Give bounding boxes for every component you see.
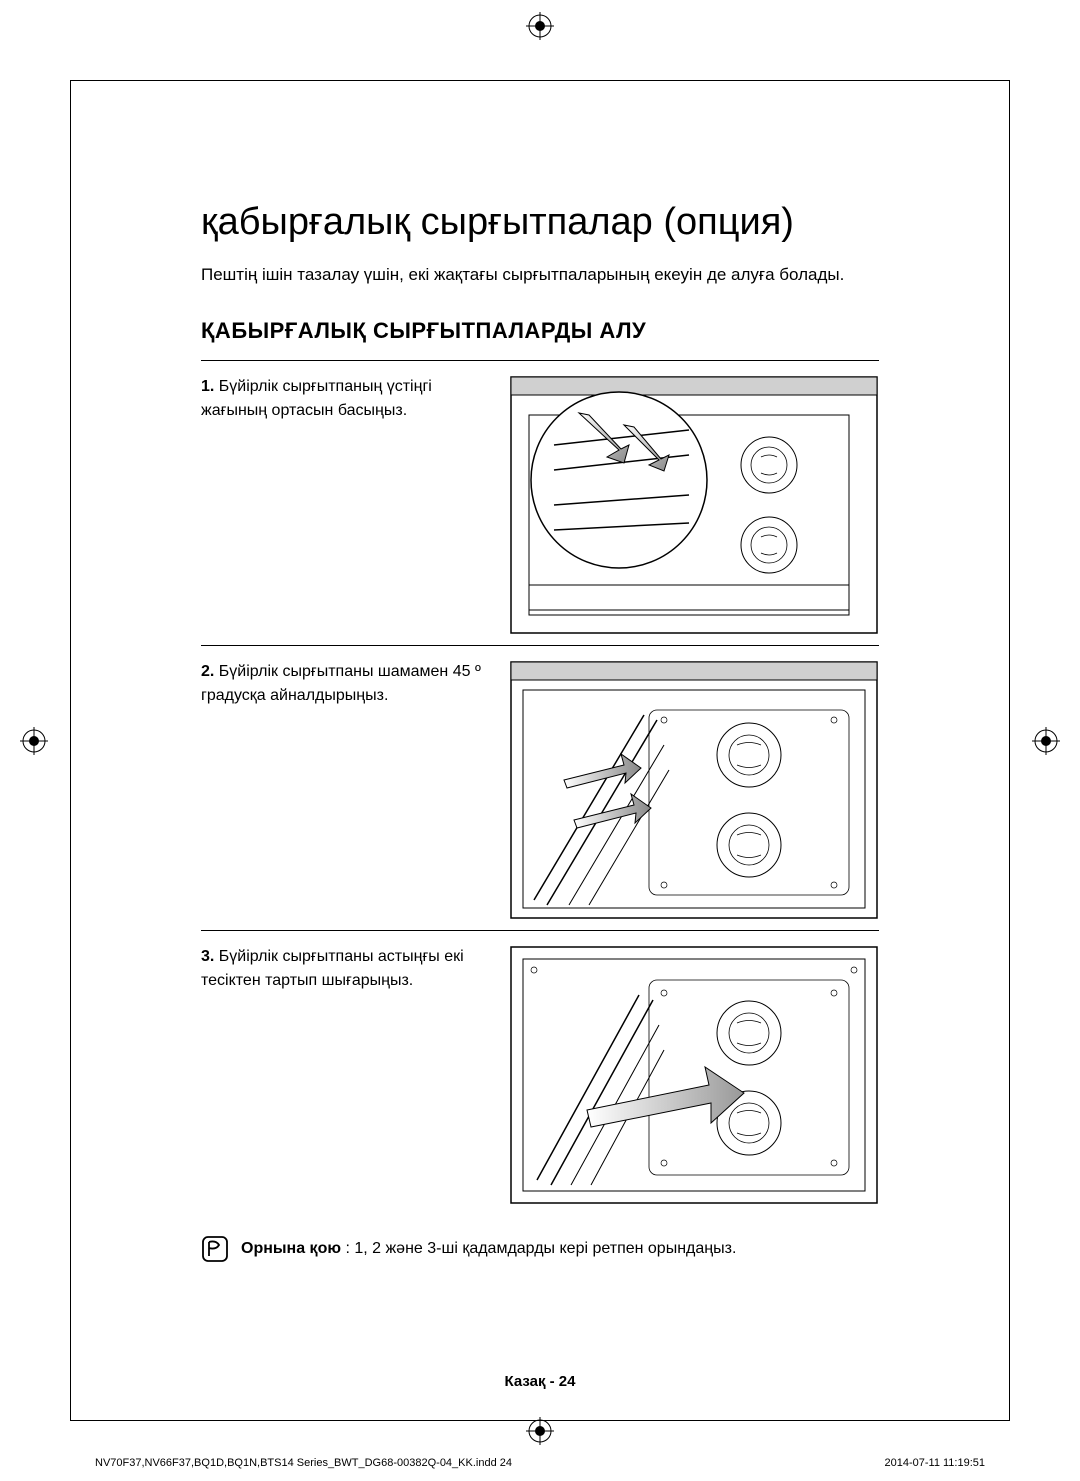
step-body: Бүйірлік сырғытпаны шамамен 45 º градусқ… <box>201 663 481 704</box>
footer-file: NV70F37,NV66F37,BQ1D,BQ1N,BTS14 Series_B… <box>95 1457 512 1469</box>
crop-mark-right <box>1032 727 1060 755</box>
step-text-col: 1. Бүйірлік сырғытпаның үстіңгі жағының … <box>201 375 509 635</box>
oven-illustration-1-icon <box>509 375 879 635</box>
step-row-3: 3. Бүйірлік сырғытпаны астыңғы екі тесік… <box>201 930 879 1215</box>
step-row-1: 1. Бүйірлік сырғытпаның үстіңгі жағының … <box>201 360 879 645</box>
note-icon <box>201 1235 229 1263</box>
note-label: Орнына қою <box>241 1240 341 1257</box>
section-title: ҚАБЫРҒАЛЫҚ СЫРҒЫТПАЛАРДЫ АЛУ <box>201 318 879 344</box>
step-body: Бүйірлік сырғытпаның үстіңгі жағының орт… <box>201 378 432 419</box>
step-image-1 <box>509 375 879 635</box>
note-body: : 1, 2 және 3-ші қадамдарды кері ретпен … <box>341 1240 736 1257</box>
page-content: қабырғалық сырғытпалар (опция) Пештің іш… <box>201 201 879 1263</box>
oven-illustration-2-icon <box>509 660 879 920</box>
step-text: 3. Бүйірлік сырғытпаны астыңғы екі тесік… <box>201 945 489 993</box>
step-row-2: 2. Бүйірлік сырғытпаны шамамен 45 º град… <box>201 645 879 930</box>
oven-illustration-3-icon <box>509 945 879 1205</box>
note-row: Орнына қою : 1, 2 және 3-ші қадамдарды к… <box>201 1235 879 1263</box>
step-number: 1. <box>201 378 214 395</box>
step-image-2 <box>509 660 879 920</box>
step-text-col: 3. Бүйірлік сырғытпаны астыңғы екі тесік… <box>201 945 509 1205</box>
footer-line: NV70F37,NV66F37,BQ1D,BQ1N,BTS14 Series_B… <box>95 1457 985 1469</box>
page-number: Казақ - 24 <box>71 1373 1009 1390</box>
page-title: қабырғалық сырғытпалар (опция) <box>201 201 879 244</box>
step-text: 2. Бүйірлік сырғытпаны шамамен 45 º град… <box>201 660 489 708</box>
crop-mark-left <box>20 727 48 755</box>
step-text-col: 2. Бүйірлік сырғытпаны шамамен 45 º град… <box>201 660 509 920</box>
step-image-3 <box>509 945 879 1205</box>
step-text: 1. Бүйірлік сырғытпаның үстіңгі жағының … <box>201 375 489 423</box>
page-border: қабырғалық сырғытпалар (опция) Пештің іш… <box>70 80 1010 1421</box>
note-text: Орнына қою : 1, 2 және 3-ші қадамдарды к… <box>241 1240 736 1258</box>
step-number: 3. <box>201 948 214 965</box>
step-body: Бүйірлік сырғытпаны астыңғы екі тесіктен… <box>201 948 464 989</box>
crop-mark-top <box>526 12 554 40</box>
step-number: 2. <box>201 663 214 680</box>
intro-paragraph: Пештің ішін тазалау үшін, екі жақтағы сы… <box>201 262 879 288</box>
crop-mark-bottom <box>526 1417 554 1445</box>
footer-date: 2014-07-11 11:19:51 <box>884 1457 985 1469</box>
